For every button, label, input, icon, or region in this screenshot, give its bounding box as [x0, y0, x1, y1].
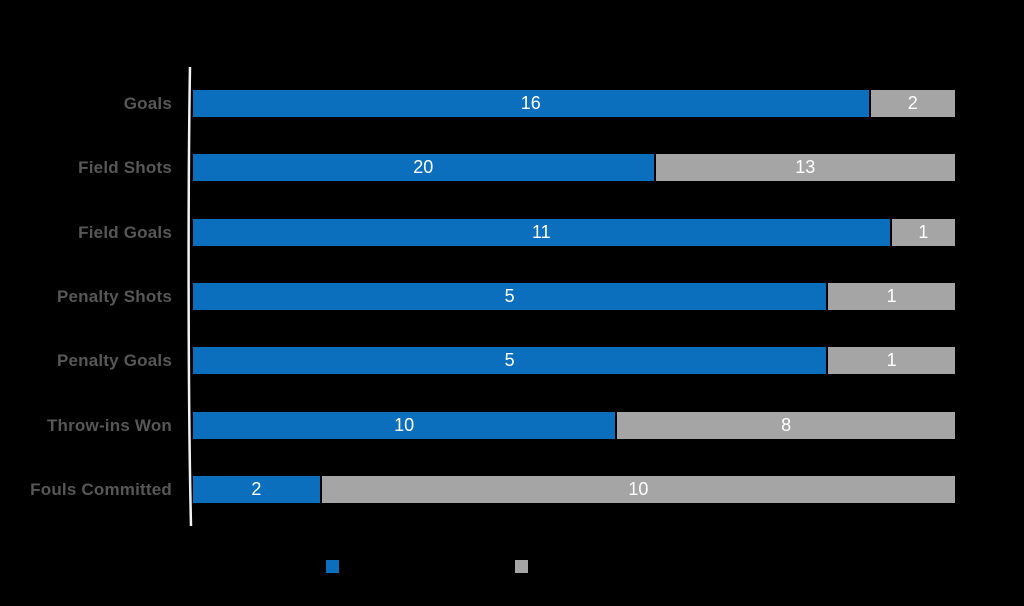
category-label: Penalty Shots	[56, 287, 172, 306]
category-label: Field Goals	[78, 223, 172, 242]
legend-swatch-blue	[326, 560, 339, 573]
bar-segment-gray: 2	[870, 90, 955, 117]
bar-value-label: 5	[504, 350, 515, 370]
chart-row: Penalty Goals 5 1	[0, 347, 1024, 374]
bar-segment-gray: 8	[617, 412, 955, 439]
bar-segment-blue: 11	[193, 219, 890, 246]
category-label: Fouls Committed	[30, 480, 172, 499]
bar-value-label: 1	[886, 286, 897, 306]
bar-value-label: 11	[531, 222, 551, 242]
chart-row: Goals 16 2	[0, 90, 1024, 117]
bar-segment-blue: 2	[193, 476, 320, 503]
bar-track: 20 13	[193, 154, 955, 181]
legend-swatch-gray	[515, 560, 528, 573]
chart-row: Fouls Committed 2 10	[0, 476, 1024, 503]
chart-row: Field Shots 20 13	[0, 154, 1024, 181]
bar-segment-blue: 10	[193, 412, 616, 439]
bar-segment-blue: 5	[193, 347, 827, 374]
chart-row: Penalty Shots 5 1	[0, 283, 1024, 310]
bar-track: 11 1	[193, 219, 955, 246]
bar-segment-blue: 20	[193, 154, 654, 181]
bar-segment-gray: 1	[828, 347, 955, 374]
bar-segment-gray: 1	[828, 283, 955, 310]
bar-value-label: 2	[251, 479, 262, 499]
category-label: Penalty Goals	[56, 351, 172, 370]
category-label: Goals	[123, 94, 172, 113]
bar-track: 16 2	[193, 90, 955, 117]
bar-value-label: 16	[520, 93, 541, 113]
bar-value-label: 5	[504, 286, 515, 306]
bar-value-label: 10	[628, 479, 649, 499]
chart-row: Field Goals 11 1	[0, 219, 1024, 246]
bar-value-label: 20	[413, 157, 434, 177]
bar-value-label: 10	[394, 415, 415, 435]
bar-segment-blue: 5	[193, 283, 827, 310]
bar-segment-gray: 1	[891, 219, 955, 246]
y-axis-line	[187, 67, 193, 526]
bar-track: 2 10	[193, 476, 955, 503]
bar-value-label: 2	[907, 93, 918, 113]
bar-track: 10 8	[193, 412, 955, 439]
chart-row: Throw-ins Won 10 8	[0, 412, 1024, 439]
bar-value-label: 1	[918, 222, 929, 242]
bar-segment-gray: 10	[321, 476, 955, 503]
bar-value-label: 1	[886, 350, 897, 370]
bar-segment-gray: 13	[655, 154, 955, 181]
bar-value-label: 13	[795, 157, 816, 177]
bar-segment-blue: 16	[193, 90, 869, 117]
bar-value-label: 8	[781, 415, 792, 435]
category-label: Throw-ins Won	[46, 416, 172, 435]
category-label: Field Shots	[78, 158, 172, 177]
